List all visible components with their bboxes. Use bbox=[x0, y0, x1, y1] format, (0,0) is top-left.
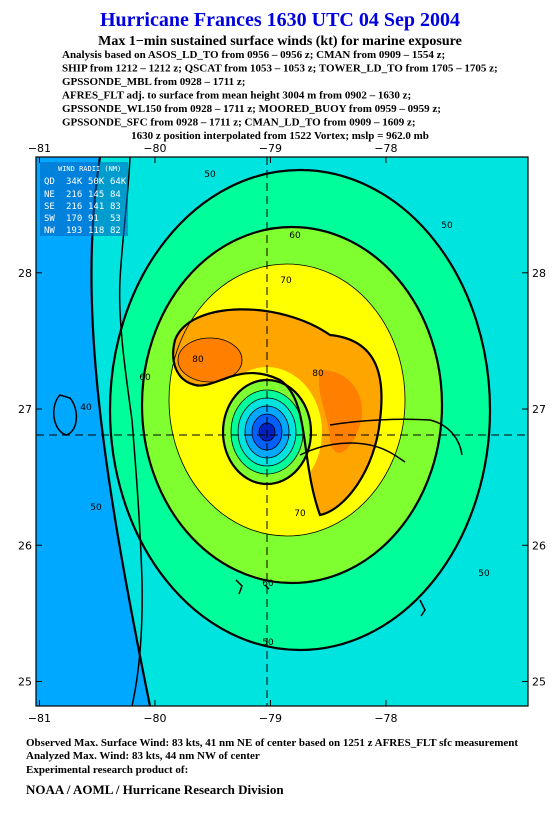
contour-label: 50 bbox=[478, 569, 490, 579]
band-80 bbox=[318, 370, 362, 453]
radii-cell: 82 bbox=[110, 226, 121, 236]
x-tick-label: −80 bbox=[143, 142, 166, 155]
radii-cell: 118 bbox=[88, 226, 104, 236]
radii-cell: 145 bbox=[88, 190, 104, 200]
radii-cell: 53 bbox=[110, 214, 121, 224]
y-tick-label: 26 bbox=[18, 539, 32, 552]
analysis-line: AFRES_FLT adj. to surface from mean heig… bbox=[62, 90, 411, 102]
radii-cell: QD bbox=[44, 177, 55, 187]
y-tick-label: 26 bbox=[532, 539, 546, 552]
center-crosshair bbox=[36, 157, 528, 706]
analysis-line: GPSSONDE_MBL from 0928 – 1711 z; bbox=[62, 76, 245, 88]
x-tick-label: −78 bbox=[374, 712, 397, 725]
x-tick-label: −78 bbox=[374, 142, 397, 155]
radii-cell: 216 bbox=[66, 190, 82, 200]
y-tick-label: 25 bbox=[532, 675, 546, 688]
radii-cell: SW bbox=[44, 214, 55, 224]
y-tick-label: 27 bbox=[532, 403, 546, 416]
radii-cell: 141 bbox=[88, 202, 104, 212]
radii-cell: SE bbox=[44, 202, 55, 212]
radii-cell: 83 bbox=[110, 202, 121, 212]
position-note: 1630 z position interpolated from 1522 V… bbox=[131, 130, 429, 142]
analysis-line: GPSSONDE_WL150 from 0928 – 1711 z; MOORE… bbox=[62, 103, 441, 115]
subtitle: Max 1−min sustained surface winds (kt) f… bbox=[98, 34, 462, 49]
x-tick-label: −81 bbox=[28, 142, 51, 155]
contour-label: 50 bbox=[90, 503, 102, 513]
radii-box bbox=[40, 162, 128, 236]
wind-field bbox=[36, 157, 528, 706]
contour-labels: 50 50 60 70 80 80 60 40 50 50 70 60 50 bbox=[80, 170, 490, 648]
y-tick-label: 27 bbox=[18, 403, 32, 416]
radii-title: WIND RADII (NM) bbox=[58, 165, 121, 173]
contour-label: 70 bbox=[280, 276, 292, 286]
map-frame bbox=[35, 156, 529, 707]
x-tick-label: −81 bbox=[28, 712, 51, 725]
observed-note: Observed Max. Surface Wind: 83 kts, 41 n… bbox=[26, 737, 518, 749]
y-tick-label: 28 bbox=[532, 267, 546, 280]
radii-cell: 34K bbox=[66, 177, 83, 187]
contour-label: 60 bbox=[262, 579, 274, 589]
contour-label: 80 bbox=[192, 355, 204, 365]
radii-cell: 216 bbox=[66, 202, 82, 212]
contour-label: 50 bbox=[441, 221, 453, 231]
analysis-line: Analysis based on ASOS_LD_TO from 0956 –… bbox=[62, 49, 445, 61]
contour-label: 50 bbox=[204, 170, 216, 180]
analysis-lines: Analysis based on ASOS_LD_TO from 0956 –… bbox=[62, 49, 498, 129]
contour-label: 40 bbox=[80, 403, 92, 413]
y-tick-label: 28 bbox=[18, 267, 32, 280]
radii-cell: 84 bbox=[110, 190, 121, 200]
credit: NOAA / AOML / Hurricane Research Divisio… bbox=[26, 782, 284, 797]
radii-cell: 64K bbox=[110, 177, 127, 187]
axes: −81 −81 −80 −80 −79 −79 −78 −78 25 25 26 26 27 27 28 28 bbox=[18, 142, 546, 725]
y-tick-label: 25 bbox=[18, 675, 32, 688]
x-tick-label: −79 bbox=[259, 142, 282, 155]
contour-label: 60 bbox=[289, 231, 301, 241]
radii-cell: 50K bbox=[88, 177, 105, 187]
analysis-line: GPSSONDE_SFC from 0928 – 1711 z; CMAN_LD… bbox=[62, 117, 416, 129]
radii-cell: 170 bbox=[66, 214, 82, 224]
x-tick-label: −79 bbox=[259, 712, 282, 725]
analysis-line: SHIP from 1212 – 1212 z; QSCAT from 1053… bbox=[62, 63, 498, 75]
radii-cell: NE bbox=[44, 190, 55, 200]
x-tick-label: −80 bbox=[143, 712, 166, 725]
contour-label: 80 bbox=[312, 369, 324, 379]
band-80 bbox=[178, 338, 242, 382]
radii-cell: 91 bbox=[88, 214, 99, 224]
wind-radii: WIND RADII (NM)QD 34K 50K 64K NE 216 145 84 SE 21… bbox=[44, 165, 127, 236]
credit-intro: Experimental research product of: bbox=[26, 764, 188, 776]
analyzed-note: Analyzed Max. Wind: 83 kts, 44 nm NW of … bbox=[26, 750, 260, 762]
contour-label: 50 bbox=[262, 638, 274, 648]
contour-label: 60 bbox=[139, 373, 151, 383]
radii-cell: 193 bbox=[66, 226, 82, 236]
radii-cell: NW bbox=[44, 226, 55, 236]
contour-label: 70 bbox=[294, 509, 306, 519]
title: Hurricane Frances 1630 UTC 04 Sep 2004 bbox=[100, 9, 460, 31]
